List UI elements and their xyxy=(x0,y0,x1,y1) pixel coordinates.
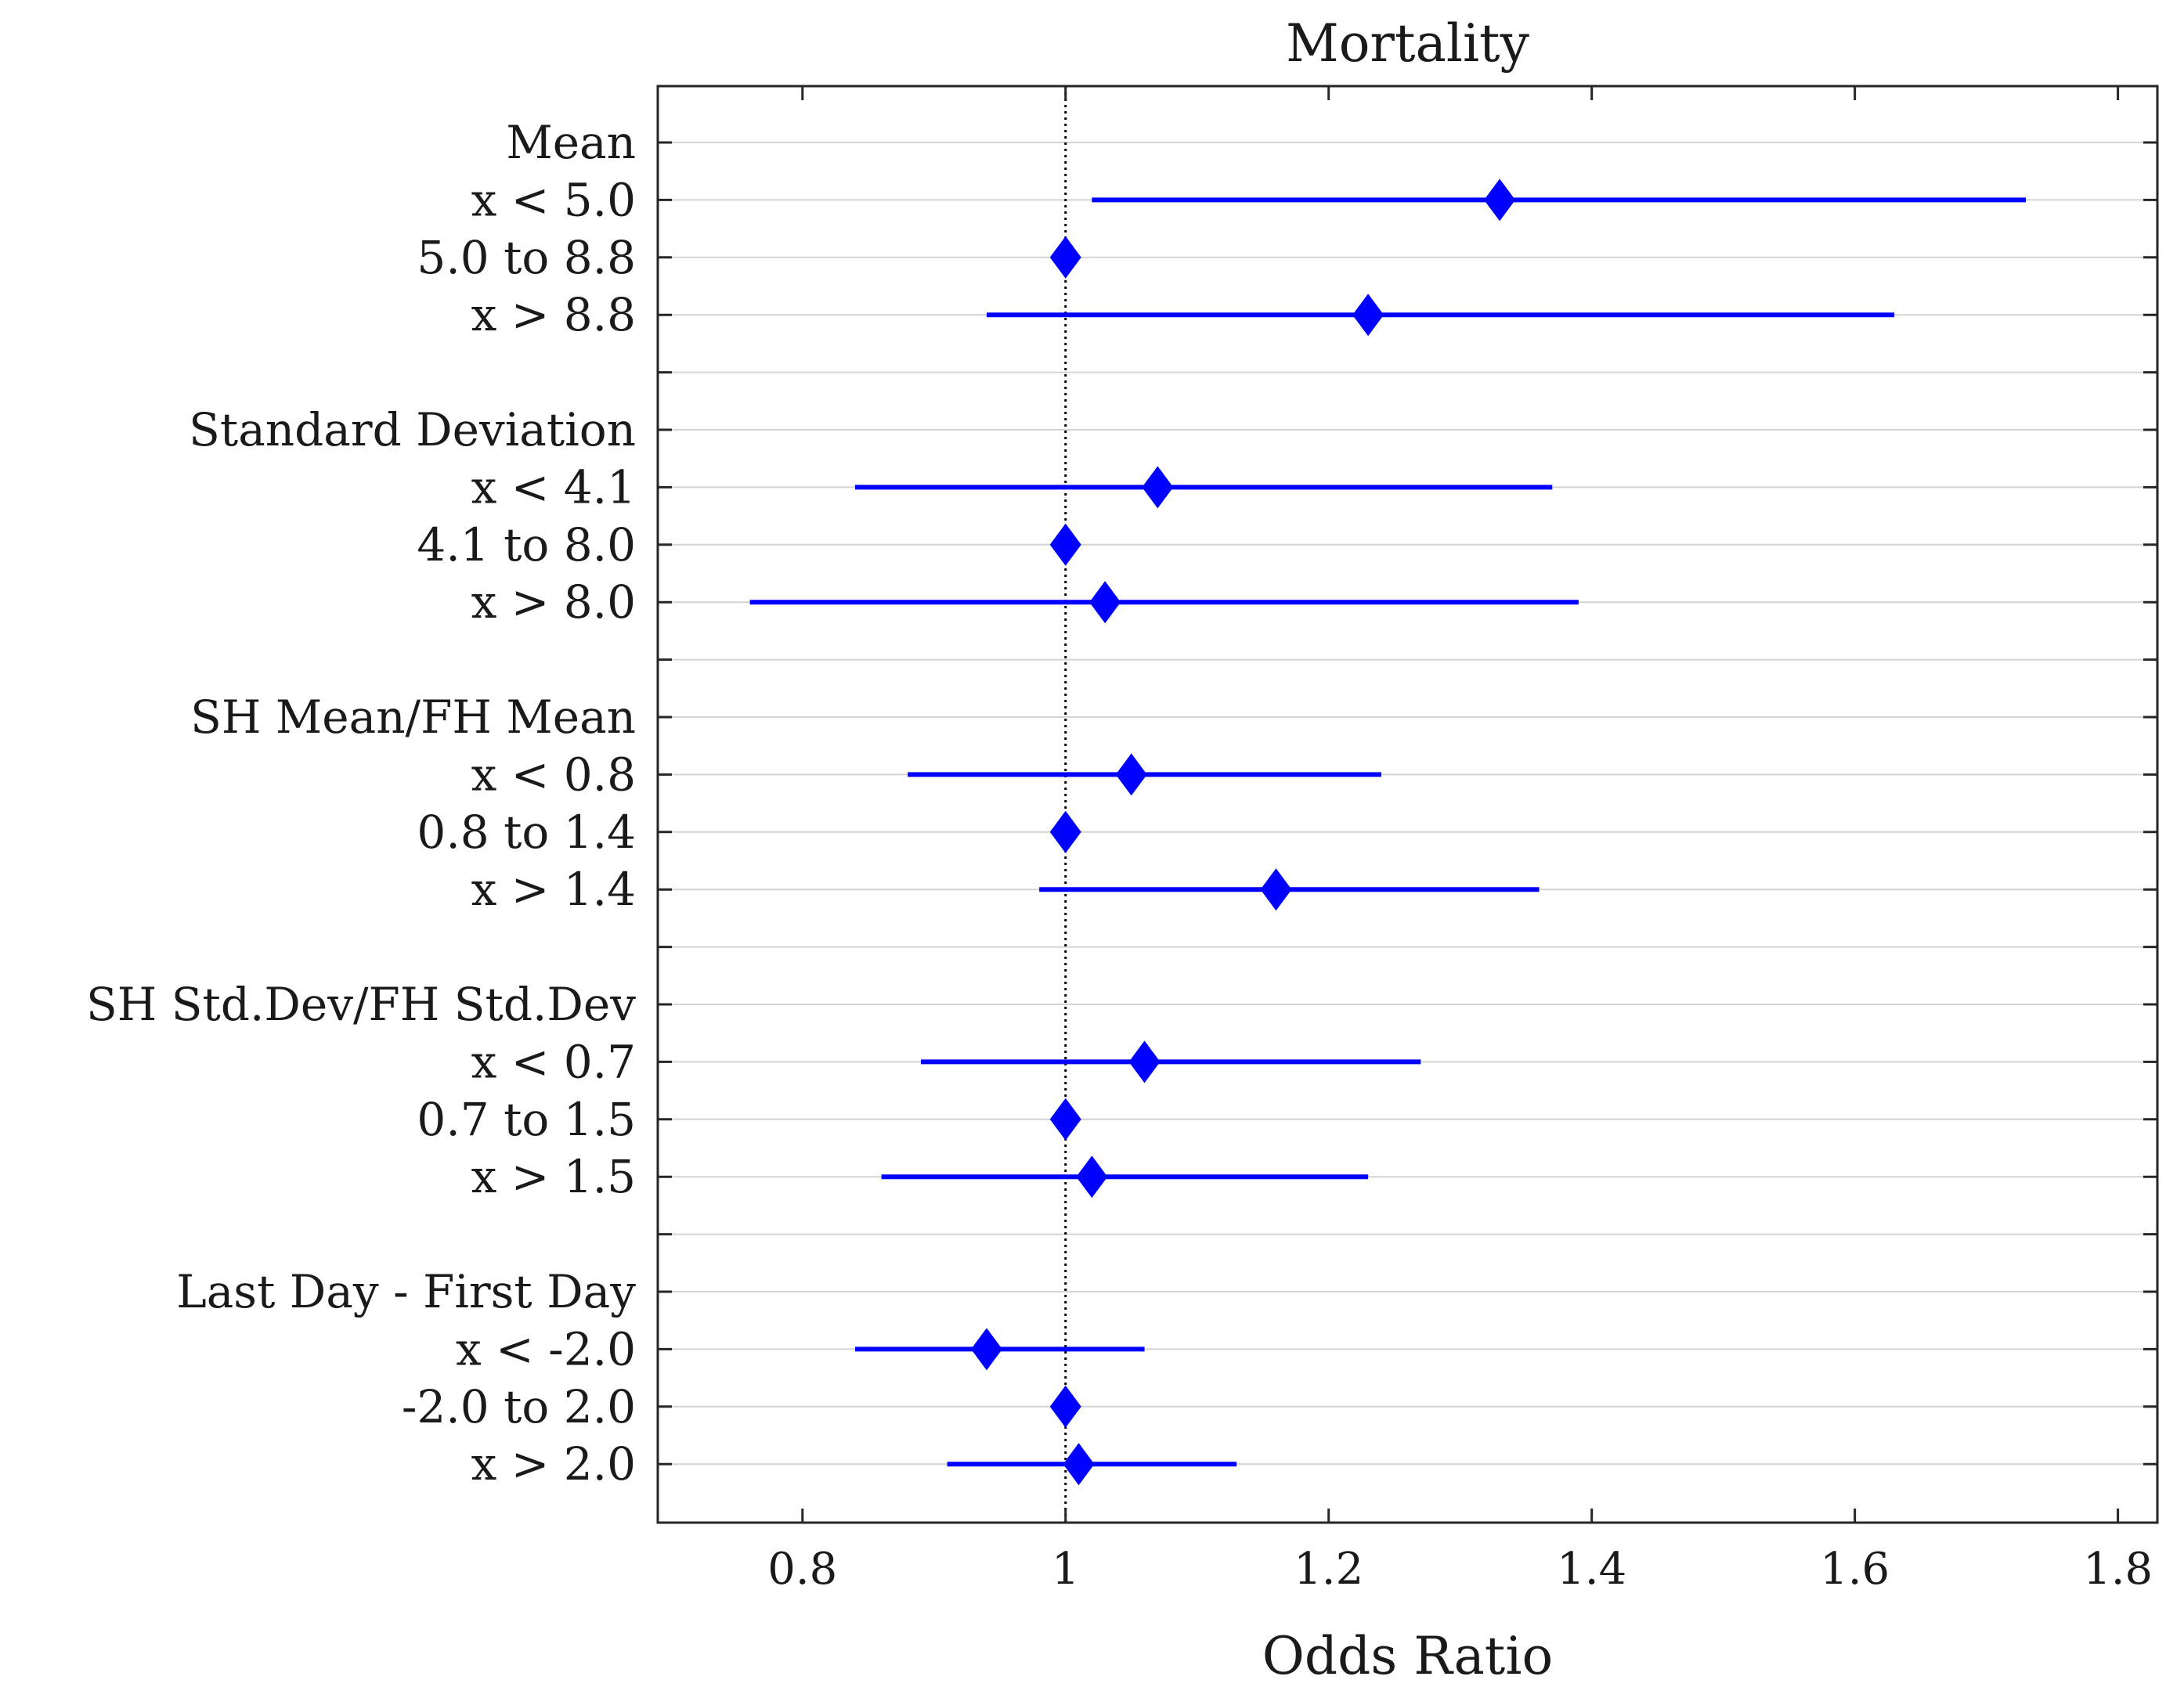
estimate-marker xyxy=(1260,868,1292,911)
marker-layer xyxy=(970,178,1516,1486)
x-tick-label: 1 xyxy=(1052,1544,1080,1595)
row-label: x > 1.5 xyxy=(471,1150,636,1203)
estimate-marker xyxy=(1049,523,1081,566)
x-tick-label: 1.6 xyxy=(1820,1544,1890,1595)
row-label: 0.8 to 1.4 xyxy=(417,806,636,859)
tick-layer xyxy=(658,86,2157,1523)
x-tick-label: 1.4 xyxy=(1557,1544,1626,1595)
group-header-label: Mean xyxy=(506,116,636,169)
estimate-marker xyxy=(1142,466,1174,509)
row-label: 4.1 to 8.0 xyxy=(417,518,636,571)
x-axis-label: Odds Ratio xyxy=(1262,1626,1553,1686)
estimate-marker xyxy=(1484,178,1516,222)
row-label: x < -2.0 xyxy=(456,1322,636,1375)
estimate-marker xyxy=(1115,753,1147,796)
estimate-marker xyxy=(970,1328,1002,1371)
row-label: x < 0.8 xyxy=(471,748,636,801)
estimate-marker xyxy=(1049,1098,1081,1141)
row-label: -2.0 to 2.0 xyxy=(402,1380,636,1433)
grid-layer xyxy=(658,142,2157,1465)
group-header-label: Last Day - First Day xyxy=(176,1265,636,1318)
x-tick-label: 0.8 xyxy=(767,1544,837,1595)
plot-frame xyxy=(656,85,2159,1524)
row-label: x < 0.7 xyxy=(471,1035,636,1088)
estimate-marker xyxy=(1049,1385,1081,1428)
row-label: x > 2.0 xyxy=(471,1437,636,1491)
x-tick-label: 1.2 xyxy=(1294,1544,1363,1595)
estimate-marker xyxy=(1089,581,1121,624)
group-header-label: Standard Deviation xyxy=(189,403,636,456)
estimate-marker xyxy=(1049,810,1081,853)
estimate-marker xyxy=(1128,1040,1161,1083)
row-label: x < 4.1 xyxy=(471,460,636,514)
group-header-label: SH Std.Dev/FH Std.Dev xyxy=(86,978,636,1031)
estimate-marker xyxy=(1063,1443,1095,1486)
x-tick-label: 1.8 xyxy=(2083,1544,2153,1595)
row-label: 0.7 to 1.5 xyxy=(417,1093,636,1146)
row-label: 5.0 to 8.8 xyxy=(417,231,636,284)
row-label: x < 5.0 xyxy=(471,173,636,226)
row-label: x > 8.8 xyxy=(471,288,636,341)
chart-title: Mortality xyxy=(1286,13,1529,74)
row-label: x > 1.4 xyxy=(471,863,636,916)
estimate-marker xyxy=(1076,1155,1108,1199)
estimate-marker xyxy=(1352,294,1384,337)
group-header-label: SH Mean/FH Mean xyxy=(190,690,636,744)
x-tick-label-layer: 0.8 1 1.2 1.4 1.6 1.8 xyxy=(767,1544,2153,1595)
estimate-marker xyxy=(1049,236,1081,279)
row-label: x > 8.0 xyxy=(471,575,636,629)
